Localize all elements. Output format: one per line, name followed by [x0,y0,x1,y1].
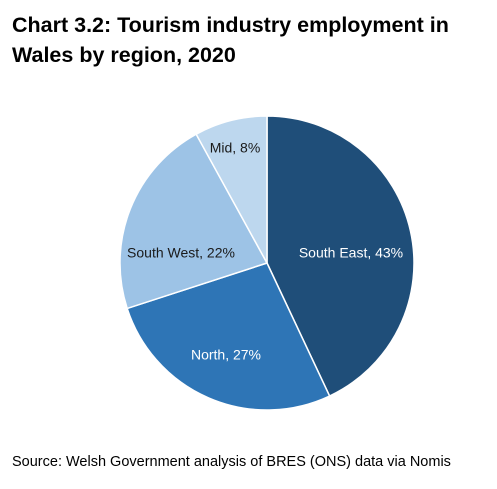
pie-slice [195,115,268,264]
slice-label: South East, 43% [299,245,403,261]
pie-labels: South East, 43% North, 27% South West, 22%… [127,140,403,363]
pie-slice [126,262,331,411]
slice-label: North, 27% [191,347,261,363]
slice-label: South West, 22% [127,245,235,261]
pie-slice [266,115,415,398]
source-note: Source: Welsh Government analysis of BRE… [12,454,451,470]
pie-slice [119,133,269,310]
pie-slices [119,115,415,411]
slice-label: Mid, 8% [210,140,261,156]
chart-title: Chart 3.2: Tourism industry employment i… [12,13,449,67]
